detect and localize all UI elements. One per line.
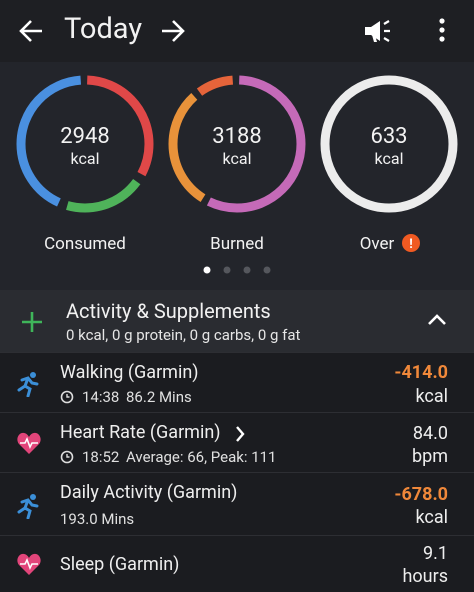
- page-dot[interactable]: [263, 266, 271, 274]
- run-icon: [17, 494, 39, 519]
- ring-unit: kcal: [375, 149, 404, 168]
- ring-value: 633: [370, 124, 407, 149]
- ring-label: Consumed: [44, 234, 126, 254]
- item-detail: 86.2 Mins: [126, 388, 192, 406]
- forward-button[interactable]: [160, 18, 186, 44]
- item-unit: kcal: [415, 507, 448, 528]
- page-title: Today: [64, 12, 143, 46]
- item-time: 14:38: [82, 388, 120, 406]
- svg-text:!: !: [409, 237, 413, 252]
- page-dot[interactable]: [203, 266, 211, 274]
- ring-segment: [16, 75, 154, 213]
- item-row[interactable]: Daily Activity (Garmin) 193.0 Mins -678.…: [0, 472, 474, 536]
- item-unit: kcal: [415, 386, 448, 407]
- heart-icon: [17, 553, 41, 575]
- warning-icon: [402, 234, 420, 252]
- ring-segment: [320, 75, 458, 213]
- add-button[interactable]: [20, 310, 44, 334]
- item-value: 84.0: [412, 423, 448, 444]
- item-name: Heart Rate (Garmin): [60, 422, 221, 443]
- ring-label: Burned: [210, 234, 264, 254]
- item-value: 9.1: [423, 543, 448, 564]
- ring-segment: [168, 75, 306, 213]
- item-time: 18:52: [82, 448, 120, 466]
- back-button[interactable]: [18, 18, 44, 44]
- chevron-right[interactable]: [234, 425, 246, 443]
- ring-label: Over: [360, 234, 395, 254]
- ring-segment: [16, 75, 154, 213]
- ring-value: 3188: [212, 124, 261, 149]
- rings-panel: 2948 kcal Consumed 3188 kcal Burned 633 …: [0, 62, 474, 290]
- item-name: Walking (Garmin): [60, 362, 199, 383]
- announce-button[interactable]: [362, 18, 394, 44]
- section-title: Activity & Supplements: [66, 299, 271, 323]
- item-unit: hours: [402, 566, 449, 587]
- item-row[interactable]: Walking (Garmin) 14:38 86.2 Mins -414.0 …: [0, 352, 474, 413]
- section-summary: 0 kcal, 0 g protein, 0 g carbs, 0 g fat: [66, 326, 301, 344]
- ring-segment: [16, 75, 154, 213]
- item-row[interactable]: Sleep (Garmin) 9.1 hours: [0, 535, 474, 592]
- item-row[interactable]: Heart Rate (Garmin) 18:52 Average: 66, P…: [0, 412, 474, 473]
- heart-icon: [17, 432, 41, 454]
- item-value: -414.0: [394, 362, 448, 383]
- ring-unit: kcal: [71, 149, 100, 168]
- item-detail: 193.0 Mins: [60, 510, 135, 528]
- item-detail: Average: 66, Peak: 111: [126, 448, 277, 466]
- page-dot[interactable]: [243, 266, 251, 274]
- page-dot[interactable]: [223, 266, 231, 274]
- ring-value: 2948: [60, 124, 109, 149]
- run-icon: [17, 372, 39, 397]
- ring-unit: kcal: [223, 149, 252, 168]
- section-header[interactable]: [0, 290, 474, 352]
- menu-button[interactable]: [432, 16, 452, 46]
- top-bar: [0, 0, 474, 62]
- ring-segment: [168, 75, 306, 213]
- item-unit: bpm: [412, 446, 448, 467]
- item-value: -678.0: [394, 484, 448, 505]
- item-name: Daily Activity (Garmin): [60, 482, 238, 503]
- item-name: Sleep (Garmin): [60, 554, 180, 575]
- collapse-button[interactable]: [426, 312, 448, 328]
